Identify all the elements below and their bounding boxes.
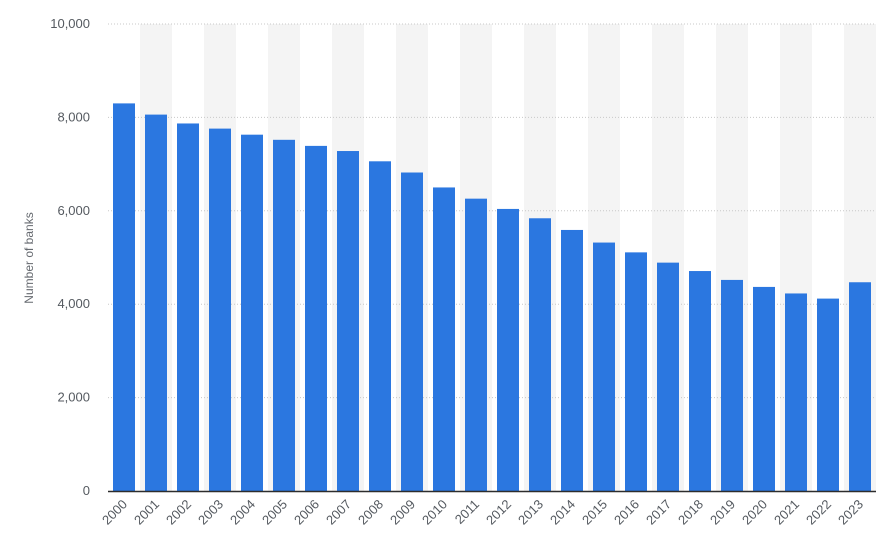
x-tick-label: 2011 bbox=[452, 497, 482, 527]
x-tick-label: 2005 bbox=[259, 497, 290, 528]
bar[interactable] bbox=[465, 198, 487, 491]
bar[interactable] bbox=[305, 145, 327, 491]
gridlines bbox=[108, 23, 876, 399]
bar[interactable] bbox=[721, 279, 743, 491]
bar[interactable] bbox=[401, 172, 423, 492]
x-tick-label: 2021 bbox=[771, 497, 802, 528]
y-tick-label: 2,000 bbox=[57, 390, 90, 405]
x-tick-label: 2017 bbox=[643, 497, 674, 528]
y-tick-label: 8,000 bbox=[57, 109, 90, 124]
x-tick-label: 2008 bbox=[355, 497, 386, 528]
x-tick-label: 2023 bbox=[835, 497, 866, 528]
bar[interactable] bbox=[689, 271, 711, 491]
y-tick-label: 6,000 bbox=[57, 203, 90, 218]
bar[interactable] bbox=[657, 262, 679, 491]
bar[interactable] bbox=[369, 161, 391, 491]
bar[interactable] bbox=[113, 103, 135, 491]
bar[interactable] bbox=[849, 282, 871, 491]
x-tick-label: 2014 bbox=[547, 497, 578, 528]
y-axis: 0 2,000 4,000 6,000 8,000 10,000 bbox=[50, 16, 90, 498]
x-tick-label: 2000 bbox=[99, 497, 130, 528]
bar[interactable] bbox=[145, 114, 167, 492]
x-tick-label: 2019 bbox=[707, 497, 738, 528]
bar[interactable] bbox=[817, 298, 839, 491]
bar[interactable] bbox=[497, 208, 519, 491]
bar[interactable] bbox=[625, 252, 647, 491]
x-tick-label: 2013 bbox=[515, 497, 546, 528]
x-axis: 2000 2001 2002 2003 2004 2005 2006 2007 2008 2009… bbox=[99, 490, 876, 528]
bar[interactable] bbox=[177, 123, 199, 491]
x-tick-label: 2012 bbox=[483, 497, 514, 528]
bar[interactable] bbox=[337, 151, 359, 492]
x-tick-label: 2004 bbox=[227, 497, 258, 528]
bar[interactable] bbox=[593, 242, 615, 491]
x-tick-label: 2001 bbox=[131, 497, 162, 528]
bars bbox=[113, 103, 871, 492]
bar[interactable] bbox=[785, 293, 807, 491]
x-tick-label: 2022 bbox=[803, 497, 834, 528]
bar[interactable] bbox=[273, 139, 295, 492]
x-tick-label: 2016 bbox=[611, 497, 642, 528]
x-tick-label: 2007 bbox=[323, 497, 354, 528]
bar[interactable] bbox=[241, 134, 263, 491]
bar[interactable] bbox=[433, 187, 455, 491]
x-tick-label: 2010 bbox=[419, 497, 450, 528]
y-tick-label: 0 bbox=[83, 483, 90, 498]
x-tick-label: 2003 bbox=[195, 497, 226, 528]
x-tick-label: 2009 bbox=[387, 497, 418, 528]
x-tick-label: 2020 bbox=[739, 497, 770, 528]
x-tick-label: 2002 bbox=[163, 497, 194, 528]
bar[interactable] bbox=[753, 286, 775, 491]
bar[interactable] bbox=[561, 229, 583, 491]
bar[interactable] bbox=[209, 128, 231, 491]
y-tick-label: 10,000 bbox=[50, 16, 90, 31]
y-axis-title: Number of banks bbox=[22, 212, 36, 303]
x-tick-label: 2018 bbox=[675, 497, 706, 528]
bar[interactable] bbox=[529, 218, 551, 491]
x-tick-label: 2015 bbox=[579, 497, 610, 528]
y-tick-label: 4,000 bbox=[57, 296, 90, 311]
x-tick-label: 2006 bbox=[291, 497, 322, 528]
